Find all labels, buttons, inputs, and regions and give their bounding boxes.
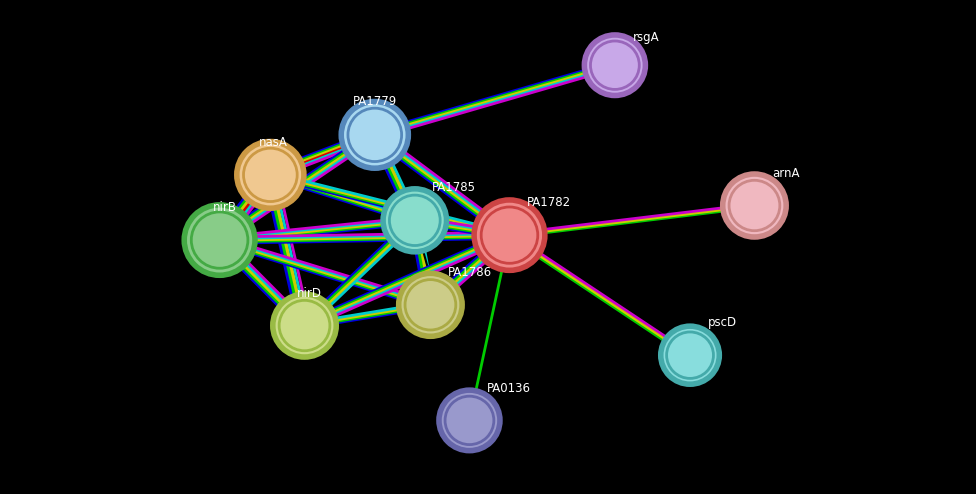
Ellipse shape (661, 326, 719, 384)
Text: PA1782: PA1782 (527, 197, 571, 209)
Ellipse shape (191, 212, 248, 268)
Ellipse shape (348, 108, 402, 162)
Ellipse shape (279, 300, 330, 351)
Text: arnA: arnA (772, 167, 799, 180)
Ellipse shape (481, 207, 538, 263)
Text: nirB: nirB (213, 202, 237, 214)
Ellipse shape (389, 195, 440, 246)
Ellipse shape (398, 273, 463, 336)
Ellipse shape (445, 396, 494, 445)
Text: PA1779: PA1779 (352, 95, 397, 108)
Text: pscD: pscD (708, 317, 737, 329)
Ellipse shape (667, 332, 713, 378)
Ellipse shape (405, 280, 456, 330)
Ellipse shape (590, 41, 639, 89)
Text: rsgA: rsgA (632, 32, 659, 44)
Ellipse shape (272, 294, 336, 357)
Ellipse shape (729, 180, 780, 231)
Ellipse shape (383, 189, 447, 252)
Ellipse shape (237, 142, 304, 208)
Text: nasA: nasA (259, 136, 288, 149)
Ellipse shape (342, 102, 408, 168)
Ellipse shape (184, 205, 255, 275)
Text: PA1785: PA1785 (432, 181, 476, 194)
Text: PA1786: PA1786 (448, 266, 492, 279)
Text: nirD: nirD (297, 288, 322, 300)
Ellipse shape (474, 200, 545, 270)
Ellipse shape (439, 390, 500, 451)
Ellipse shape (585, 35, 645, 95)
Ellipse shape (244, 148, 298, 202)
Text: PA0136: PA0136 (487, 382, 531, 395)
Ellipse shape (722, 174, 787, 237)
